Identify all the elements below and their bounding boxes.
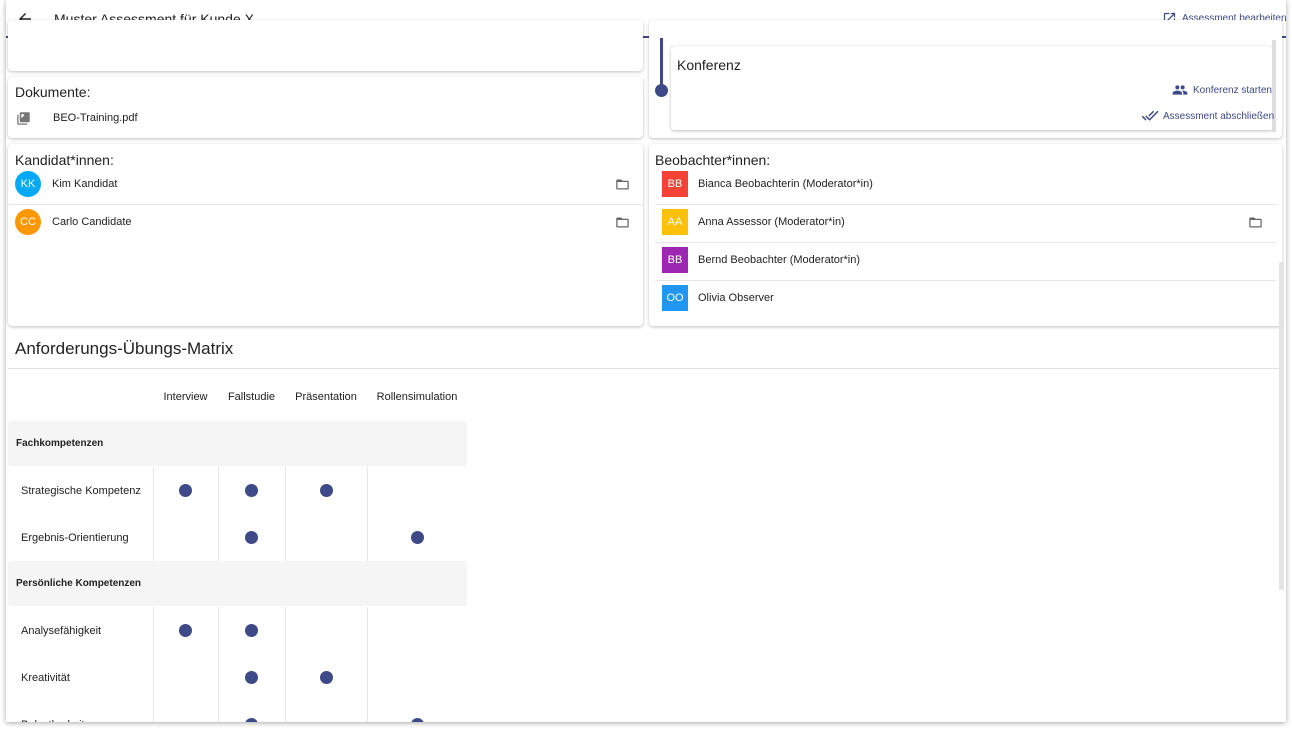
- person-name[interactable]: Anna Assessor (Moderator*in): [698, 216, 845, 228]
- exercise-header: Fallstudie: [227, 391, 276, 403]
- matrix-divider: [8, 368, 1282, 369]
- info-card: [8, 20, 643, 71]
- group-name: Persönliche Kompetenzen: [16, 578, 142, 589]
- window: Muster Assessment für Kunde X Assessment…: [6, 0, 1286, 722]
- cell-border: [218, 514, 219, 561]
- folder-icon: [616, 179, 629, 190]
- matrix-dot: [179, 484, 192, 497]
- cell-border: [218, 467, 219, 514]
- cell-border: [285, 607, 286, 654]
- exercise-header: Interview: [163, 391, 208, 403]
- avatar: OO: [662, 285, 688, 311]
- pdf-icon: [17, 112, 30, 125]
- row-separator: [655, 280, 1276, 281]
- avatar: CC: [15, 209, 41, 235]
- timeline-line: [660, 38, 663, 90]
- cell-border: [367, 607, 368, 654]
- matrix-dot: [245, 531, 258, 544]
- documents-title: Dokumente:: [15, 84, 91, 100]
- cell-border: [153, 701, 154, 722]
- cell-border: [367, 514, 368, 561]
- folder-icon: [1249, 217, 1262, 228]
- cell-border: [285, 467, 286, 514]
- people-icon: [1172, 85, 1188, 95]
- matrix-dot: [319, 671, 333, 684]
- folder-icon-path: [1249, 217, 1262, 228]
- observers-card: [649, 144, 1282, 326]
- requirement-name: Kreativität: [21, 672, 70, 684]
- person-name[interactable]: Olivia Observer: [698, 292, 774, 304]
- row-separator: [9, 204, 643, 205]
- matrix-dot: [245, 624, 258, 637]
- exercise-header: Präsentation: [295, 391, 357, 403]
- documents-card: [8, 77, 643, 138]
- requirement-name: Belastbarkeit: [21, 719, 85, 722]
- matrix-dot: [245, 718, 258, 722]
- person-name[interactable]: Bianca Beobachterin (Moderator*in): [698, 178, 873, 190]
- cell-border: [153, 654, 154, 701]
- requirement-name: Analysefähigkeit: [21, 625, 102, 637]
- cell-border: [153, 514, 154, 561]
- folder-icon-path: [616, 179, 629, 190]
- step-title: Konferenz: [677, 57, 741, 73]
- cell-border: [285, 654, 286, 701]
- page-scrollbar: [1279, 262, 1284, 590]
- requirement-name: Ergebnis-Orientierung: [21, 532, 129, 544]
- candidates-card: [8, 144, 643, 326]
- exercise-header: Rollensimulation: [376, 391, 458, 403]
- group-name: Fachkompetenzen: [16, 438, 104, 449]
- edit-button[interactable]: Assessment bearbeiten: [1182, 13, 1286, 24]
- cell-border: [153, 467, 154, 514]
- person-name[interactable]: Carlo Candidate: [52, 216, 132, 228]
- cell-border: [367, 701, 368, 722]
- matrix-dot: [179, 624, 192, 637]
- matrix-dot: [319, 484, 333, 497]
- header-line: [6, 36, 1286, 38]
- cell-border: [218, 701, 219, 722]
- folder-icon-path: [616, 217, 629, 228]
- folder-icon: [616, 217, 629, 228]
- cell-border: [367, 654, 368, 701]
- observers-title: Beobachter*innen:: [655, 152, 771, 168]
- cell-border: [218, 607, 219, 654]
- timeline-dot: [655, 84, 668, 97]
- requirement-name: Strategische Kompetenz: [21, 485, 141, 497]
- avatar: BB: [662, 171, 688, 197]
- double-check-icon: [1141, 110, 1159, 121]
- row-separator: [655, 204, 1276, 205]
- candidates-title: Kandidat*innen:: [15, 152, 114, 168]
- person-name[interactable]: Kim Kandidat: [52, 178, 118, 190]
- start-conference-button[interactable]: Konferenz starten: [1193, 85, 1272, 96]
- scrollbar: [1272, 40, 1276, 132]
- pdf-icon-path: [17, 112, 30, 125]
- finish-assessment-button[interactable]: Assessment abschließen: [1163, 111, 1275, 122]
- matrix-dot: [410, 531, 424, 544]
- matrix-dot: [410, 718, 424, 722]
- matrix-dot: [245, 671, 258, 684]
- cell-border: [367, 467, 368, 514]
- group-header: [8, 561, 467, 606]
- cell-border: [285, 514, 286, 561]
- cell-border: [285, 701, 286, 722]
- row-separator: [655, 242, 1276, 243]
- matrix-dot: [245, 484, 258, 497]
- avatar: KK: [15, 171, 41, 197]
- avatar: AA: [662, 209, 688, 235]
- document-link[interactable]: BEO-Training.pdf: [53, 112, 138, 124]
- cell-border: [218, 654, 219, 701]
- edit-icon: [1163, 12, 1176, 25]
- step-card: [671, 46, 1273, 130]
- cell-border: [153, 607, 154, 654]
- matrix-title: Anforderungs-Übungs-Matrix: [15, 339, 234, 358]
- person-name[interactable]: Bernd Beobachter (Moderator*in): [698, 254, 861, 266]
- group-header: [8, 421, 467, 466]
- avatar: BB: [662, 247, 688, 273]
